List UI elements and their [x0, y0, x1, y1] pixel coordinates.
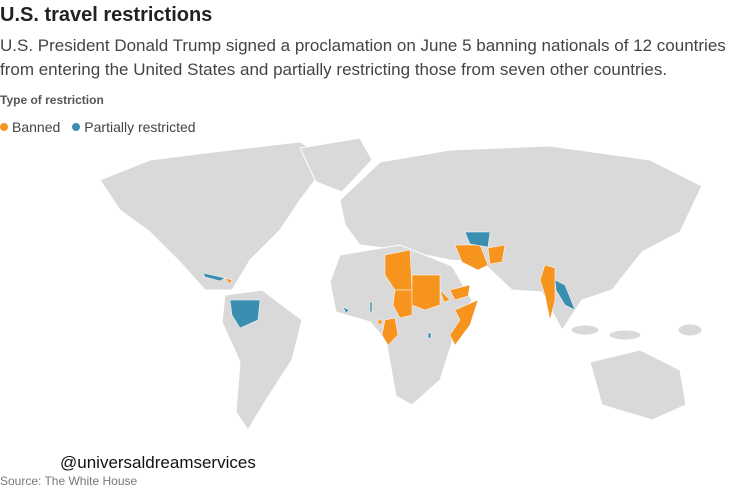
subtitle-line: from entering the United States and part…: [0, 60, 668, 79]
country-somalia: [449, 299, 479, 346]
country-venezuela: [229, 299, 261, 329]
legend-item: Banned: [0, 119, 60, 135]
australia: [589, 349, 687, 421]
country-haiti: [224, 277, 233, 285]
country-afghanistan: [487, 244, 506, 265]
island: [608, 329, 642, 341]
country-togo: [369, 301, 373, 313]
country-equatorial-guinea: [377, 319, 383, 325]
country-laos: [554, 279, 576, 311]
country-burundi: [427, 332, 432, 339]
title: U.S. travel restrictions: [0, 4, 213, 26]
country-sudan: [411, 274, 441, 311]
country-yemen: [449, 284, 471, 301]
legend-swatch: [72, 123, 81, 131]
legend-title: Type of restriction: [0, 93, 104, 107]
legend-swatch: [0, 123, 8, 131]
watermark: @universaldreamservices: [60, 453, 256, 472]
country-cuba: [202, 272, 226, 282]
north-america: [99, 141, 331, 291]
country-sierra-leone: [342, 306, 350, 314]
island: [677, 323, 703, 337]
country-congo: [381, 317, 399, 346]
greenland: [299, 137, 373, 193]
legend-label: Partially restricted: [84, 119, 196, 135]
restricted-countries: [202, 231, 576, 346]
country-eritrea: [439, 289, 451, 303]
legend: Banned Partially restricted: [0, 119, 196, 135]
source: Source: The White House: [0, 474, 138, 488]
country-turkmenistan: [464, 231, 491, 248]
country-myanmar: [539, 264, 556, 321]
subtitle-line: U.S. President Donald Trump signed a pro…: [0, 36, 726, 55]
legend-item: Partially restricted: [72, 119, 196, 135]
country-chad: [392, 289, 413, 319]
legend-label: Banned: [12, 119, 61, 135]
island: [570, 324, 600, 336]
